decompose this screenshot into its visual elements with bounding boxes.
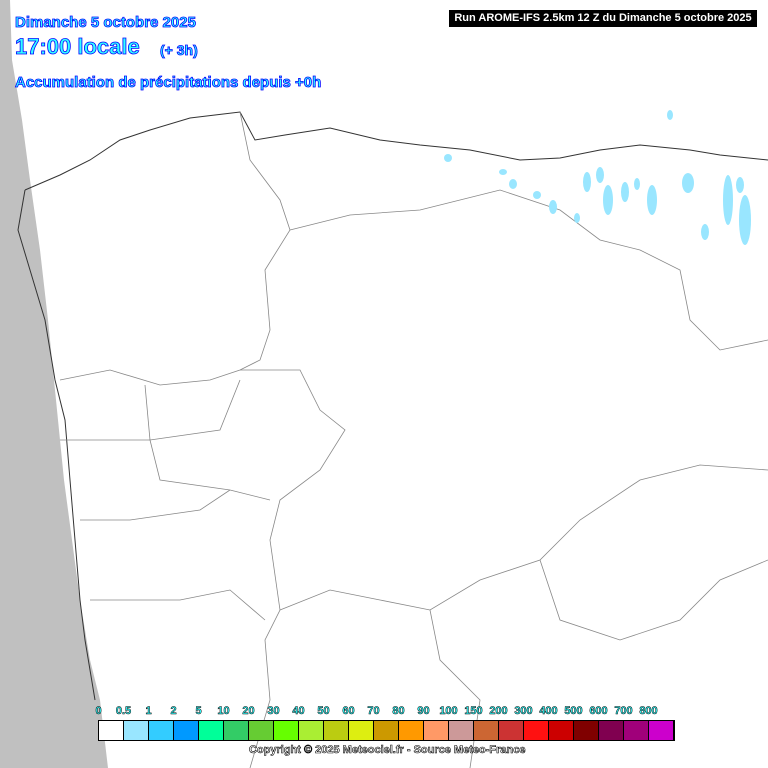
- legend-label: 60: [342, 705, 355, 718]
- legend-label: 0: [95, 705, 102, 718]
- legend-swatch: [349, 721, 374, 740]
- legend-swatch: [374, 721, 399, 740]
- forecast-time: 17:00 locale: [15, 34, 141, 60]
- legend-label: 0.5: [115, 705, 132, 718]
- legend-label: 20: [242, 705, 255, 718]
- legend-label: 50: [317, 705, 330, 718]
- legend-swatch: [249, 721, 274, 740]
- legend-label: 30: [267, 705, 280, 718]
- precipitation-areas: [444, 110, 751, 245]
- forecast-offset: (+ 3h): [160, 42, 199, 59]
- legend-swatch: [474, 721, 499, 740]
- legend-label: 200: [489, 705, 508, 718]
- legend-label: 90: [417, 705, 430, 718]
- run-info: Run AROME-IFS 2.5km 12 Z du Dimanche 5 o…: [449, 10, 757, 27]
- legend-label: 70: [367, 705, 380, 718]
- legend-label: 700: [614, 705, 633, 718]
- legend-swatch: [224, 721, 249, 740]
- ocean-mask: [0, 0, 108, 768]
- product-title: Accumulation de précipitations depuis +0…: [15, 74, 322, 92]
- legend-label: 400: [539, 705, 558, 718]
- legend-swatch: [574, 721, 599, 740]
- borders: [59, 111, 768, 768]
- legend-swatch: [449, 721, 474, 740]
- copyright: Copyright © 2025 Meteociel.fr - Source M…: [249, 744, 526, 757]
- legend-label: 800: [639, 705, 658, 718]
- legend-swatch: [399, 721, 424, 740]
- legend-colorbar: [98, 720, 675, 741]
- legend-swatch: [599, 721, 624, 740]
- legend-label: 100: [439, 705, 458, 718]
- legend-swatch: [149, 721, 174, 740]
- legend-label: 1: [145, 705, 152, 718]
- legend-swatch: [124, 721, 149, 740]
- legend-swatch: [424, 721, 449, 740]
- legend-swatch: [624, 721, 649, 740]
- legend-swatch: [199, 721, 224, 740]
- legend-swatch: [174, 721, 199, 740]
- legend-label: 2: [170, 705, 177, 718]
- legend-label: 80: [392, 705, 405, 718]
- legend-swatch: [274, 721, 299, 740]
- legend-swatch: [549, 721, 574, 740]
- legend-swatch: [324, 721, 349, 740]
- coastline: [17, 111, 768, 701]
- legend-label: 150: [464, 705, 483, 718]
- legend-label: 10: [217, 705, 230, 718]
- forecast-date: Dimanche 5 octobre 2025: [15, 14, 197, 32]
- legend-swatch: [99, 721, 124, 740]
- legend-swatch: [524, 721, 549, 740]
- legend-label: 300: [514, 705, 533, 718]
- legend-swatch: [499, 721, 524, 740]
- legend-label: 600: [589, 705, 608, 718]
- legend-swatch: [649, 721, 674, 740]
- legend-swatch: [299, 721, 324, 740]
- legend-label: 5: [195, 705, 202, 718]
- legend-label: 40: [292, 705, 305, 718]
- legend-label: 500: [564, 705, 583, 718]
